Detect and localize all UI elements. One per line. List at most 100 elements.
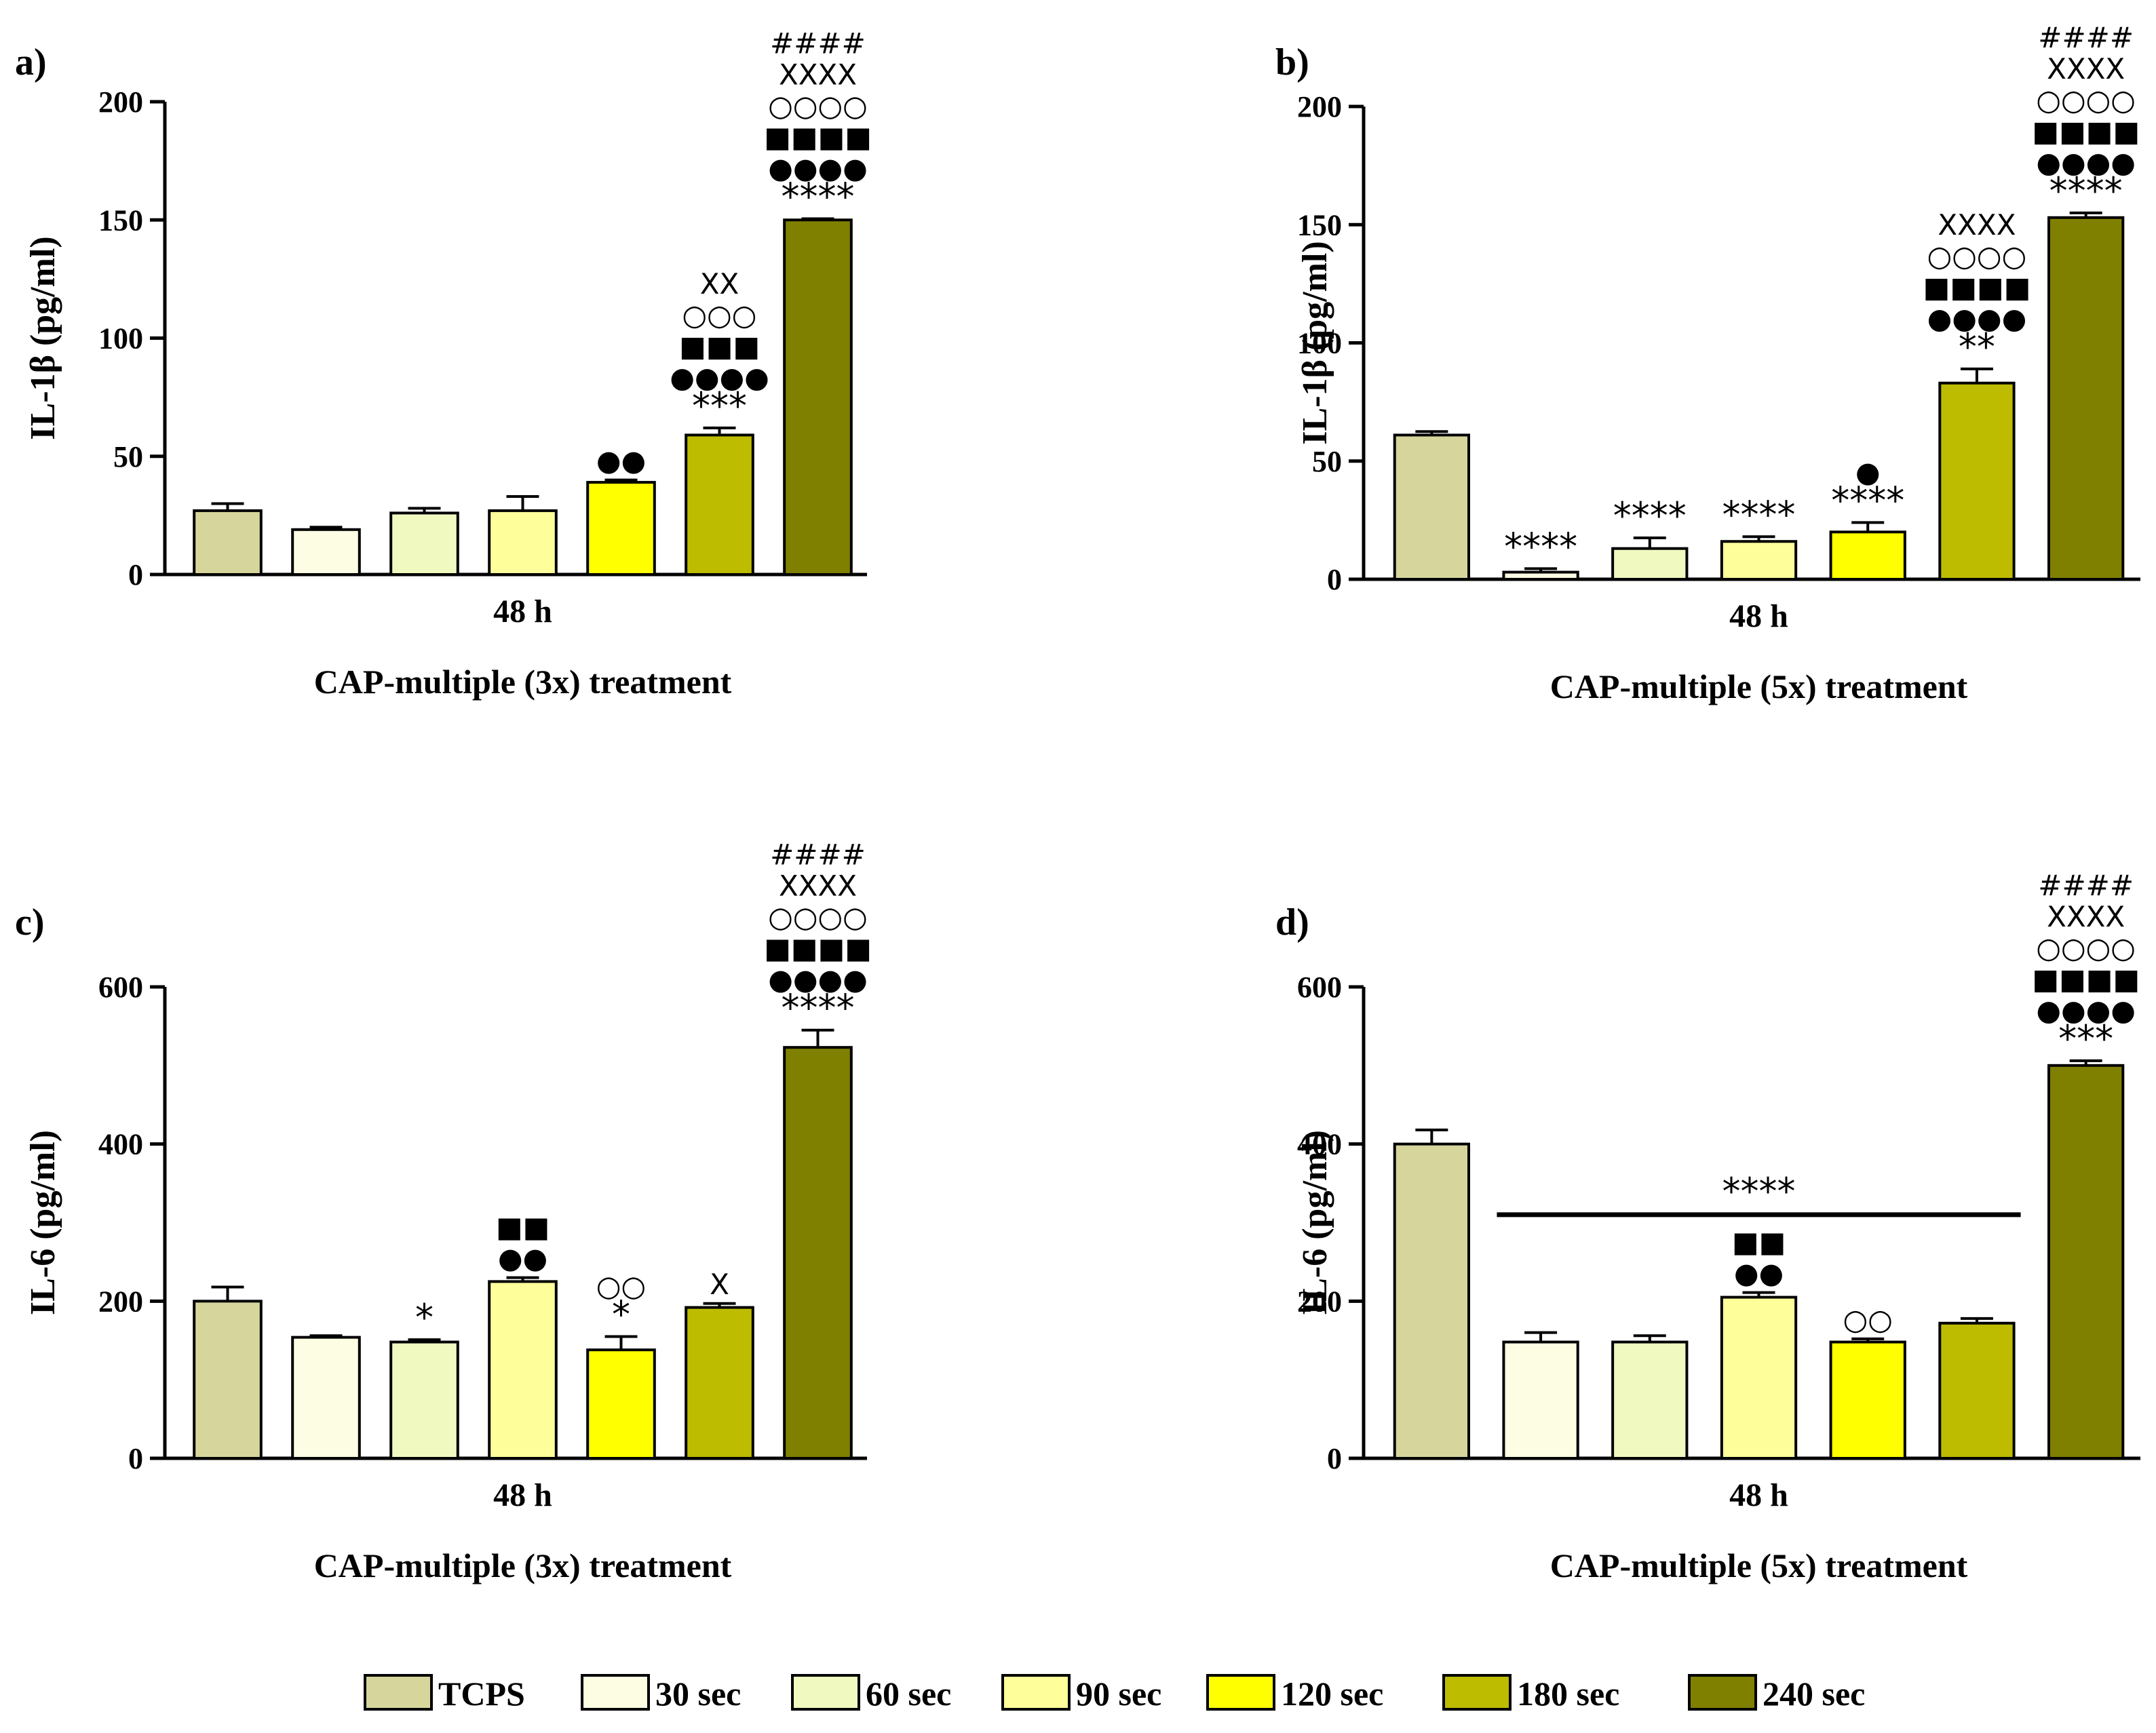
bracket-label: **** [1722,1170,1796,1213]
bar-90-sec [488,509,558,577]
significance-marker: #### [770,27,866,60]
y-tick-label: 0 [128,1442,143,1475]
bar-120-sec [586,1348,656,1460]
significance-marker: *** [2058,1017,2113,1060]
significance-marker: ** [1959,326,1995,368]
significance-marker: ○○○○ [768,901,868,934]
legend-swatch [581,1674,650,1711]
significance-marker: XXXX [779,870,857,903]
legend-label: 120 sec [1281,1675,1383,1713]
bar-60-sec [389,511,459,577]
significance-marker: ●●●● [1927,302,2027,335]
y-tick-label: 200 [1297,90,1342,123]
bar-tcps [1393,433,1471,581]
y-tick-label: 400 [1297,1128,1342,1161]
x-category-label: 48 h [1729,1477,1788,1513]
significance-marker: XXXX [1938,208,2016,241]
chart-panel-4: d) 0 200 400 600 IL-6 (pg/ml) 48 h CAP-multiple… [1275,869,2140,1584]
x-axis-title: CAP-multiple (5x) treatment [1550,667,1968,705]
x-axis-title: CAP-multiple (3x) treatment [314,663,732,701]
legend-swatch [364,1674,433,1711]
significance-marker: ■■■■ [764,932,872,965]
y-tick-label: 0 [128,558,143,591]
significance-marker: **** [1504,525,1577,568]
chart-panel-3: c) 0 200 400 600 IL-6 (pg/ml) 48 h CAP-multiple… [15,838,872,1584]
bar-60-sec [1611,547,1689,581]
y-tick-label: 200 [98,85,143,119]
significance-marker: XXXX [779,58,857,92]
significance-marker: ○○○○ [1927,239,2027,273]
bar-180-sec [685,433,754,577]
y-tick-label: 50 [1312,445,1342,478]
significance-marker: ○○○○ [2036,931,2136,965]
legend-swatch [1688,1674,1757,1711]
bar-90-sec [1720,540,1798,581]
significance-marker: X [710,1268,729,1301]
significance-marker: ●●●● [670,361,769,394]
x-axis-title: CAP-multiple (5x) treatment [1550,1546,1968,1584]
legend-label: TCPS [438,1675,525,1713]
legend: TCPS 30 sec 60 sec 90 sec 120 sec 180 sec 240 … [364,1674,1865,1713]
chart-panel-2: b) 0 50 100 150 200 IL-1β (pg/ml) 48 h CAP-multi… [1275,21,2140,705]
y-tick-label: 0 [1327,563,1342,596]
y-tick-label: 150 [98,203,143,237]
bar-90-sec [1720,1296,1798,1460]
chart-panel-1: a) 0 50 100 150 200 IL-1β (pg/ml) 48 h CAP-multi… [15,27,872,701]
significance-marker: ● [1855,455,1881,488]
y-tick-label: 50 [113,440,143,473]
y-tick-label: 100 [98,322,143,355]
significance-marker: ■■■■ [1923,271,2031,304]
significance-marker: #### [770,838,866,872]
significance-marker: XX [700,267,739,300]
legend-label: 90 sec [1076,1675,1161,1713]
significance-marker: **** [1831,479,1904,522]
panel-label: c) [15,901,45,943]
bar-120-sec [1829,530,1906,581]
legend-swatch [791,1674,860,1711]
significance-marker: **** [782,176,855,218]
significance-marker: ●● [498,1242,547,1275]
bar-60-sec [389,1340,459,1460]
significance-marker: ■■■■ [2032,962,2140,996]
significance-marker: * [415,1296,434,1339]
significance-marker: #### [2038,869,2134,902]
y-tick-label: 600 [98,971,143,1004]
significance-marker: ●● [596,444,646,478]
bar-180-sec [1938,381,2016,581]
bar-30-sec [291,1336,361,1460]
significance-marker: #### [2038,21,2134,54]
significance-marker: ●●●● [2036,146,2136,179]
x-category-label: 48 h [493,593,552,629]
y-axis-label: IL-6 (pg/ml) [24,1130,62,1315]
y-tick-label: 200 [98,1285,143,1318]
y-tick-label: 600 [1297,971,1342,1004]
significance-marker: **** [1613,494,1687,537]
significance-marker: XXXX [2047,52,2125,85]
panel-label: b) [1275,41,1309,83]
legend-label: 30 sec [655,1675,741,1713]
significance-marker: ●●●● [768,963,868,996]
x-axis-title: CAP-multiple (3x) treatment [314,1546,732,1584]
significance-marker: **** [1722,493,1796,536]
significance-marker: ●●●● [768,152,868,185]
x-category-label: 48 h [1729,598,1788,634]
legend-label: 60 sec [866,1675,951,1713]
bar-tcps [193,509,263,577]
bar-180-sec [685,1306,754,1460]
panel-label: d) [1275,901,1309,943]
x-category-label: 48 h [493,1477,552,1513]
bar-60-sec [1611,1340,1689,1460]
panel-label: a) [15,41,47,83]
significance-marker: ○○ [596,1269,646,1302]
significance-marker: ■■■■ [2032,115,2140,148]
significance-marker: ●●●● [2036,994,2136,1027]
legend-label: 240 sec [1763,1675,1865,1713]
significance-marker: ○○○○ [768,90,868,123]
bar-180-sec [1938,1321,2016,1460]
significance-marker: ■■ [496,1211,550,1244]
significance-marker: *** [692,385,747,427]
significance-marker: ■■■■ [764,121,872,154]
bar-240-sec [2047,1064,2125,1460]
legend-swatch [1442,1674,1512,1711]
